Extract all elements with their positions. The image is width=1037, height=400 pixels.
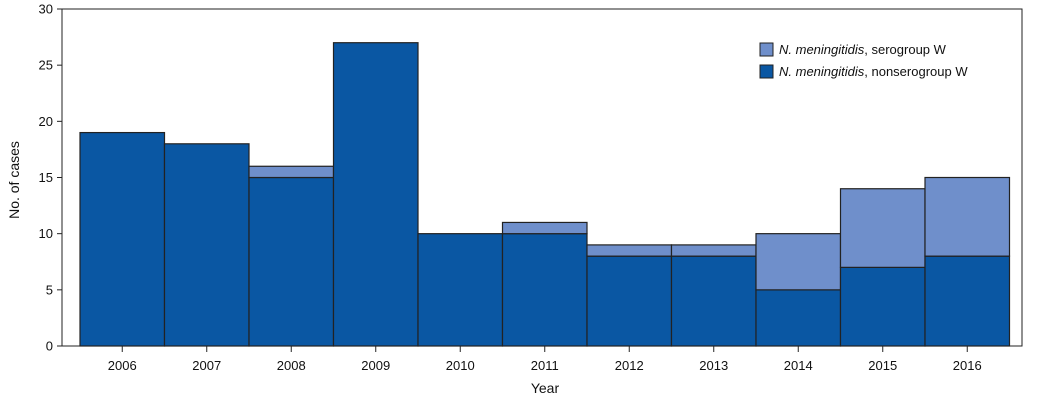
y-tick-label-10: 10	[39, 226, 53, 241]
x-tick-label-2006: 2006	[108, 358, 137, 373]
x-axis-title: Year	[531, 380, 560, 396]
x-tick-label-2013: 2013	[699, 358, 728, 373]
x-axis: 2006 2007 2008 2009 2010 2011 2012 2013 2014 2015…	[108, 346, 982, 373]
y-tick-label-20: 20	[39, 114, 53, 129]
x-tick-label-2008: 2008	[277, 358, 306, 373]
legend-item-nonserogroup-w: N. meningitidis, nonserogroup W	[759, 64, 968, 79]
bar-serogroup-w-2011	[501, 221, 588, 235]
bars-group	[79, 42, 1011, 347]
bar-nonserogroup-w-2007	[163, 143, 250, 347]
y-tick-label-15: 15	[39, 170, 53, 185]
x-tick-label-2007: 2007	[192, 358, 221, 373]
bar-nonserogroup-w-2006	[79, 131, 166, 347]
bar-serogroup-w-2013	[670, 244, 757, 257]
x-tick-label-2016: 2016	[953, 358, 982, 373]
bar-serogroup-w-2016	[924, 176, 1011, 257]
y-axis: 0 5 10 15 20 25 30	[39, 2, 62, 354]
x-tick-label-2015: 2015	[868, 358, 897, 373]
x-tick-label-2009: 2009	[361, 358, 390, 373]
x-tick-label-2014: 2014	[784, 358, 813, 373]
y-tick-label-25: 25	[39, 58, 53, 73]
x-tick-label-2012: 2012	[615, 358, 644, 373]
x-tick-label-2010: 2010	[446, 358, 475, 373]
bar-nonserogroup-w-2013	[670, 255, 757, 347]
bar-nonserogroup-w-2010	[417, 233, 504, 347]
y-axis-title: No. of cases	[6, 141, 22, 219]
y-tick-label-30: 30	[39, 2, 53, 17]
bar-nonserogroup-w-2008	[248, 176, 335, 347]
bar-serogroup-w-2012	[586, 244, 673, 257]
legend-label-nonserogroup-w: N. meningitidis, nonserogroup W	[779, 64, 968, 79]
bar-nonserogroup-w-2009	[332, 42, 419, 347]
legend: N. meningitidis, serogroup W N. meningit…	[759, 42, 968, 79]
plot-frame	[61, 8, 1023, 347]
bar-nonserogroup-w-2016	[924, 255, 1011, 347]
bar-serogroup-w-2015	[839, 188, 926, 268]
legend-swatch-nonserogroup-w	[759, 64, 774, 79]
bar-nonserogroup-w-2011	[501, 233, 588, 347]
x-tick-label-2011: 2011	[531, 358, 559, 373]
legend-swatch-serogroup-w	[759, 42, 774, 57]
bar-nonserogroup-w-2014	[755, 289, 842, 347]
y-tick-label-0: 0	[46, 339, 53, 354]
legend-item-serogroup-w: N. meningitidis, serogroup W	[759, 42, 947, 57]
y-tick-label-5: 5	[46, 282, 53, 297]
bar-serogroup-w-2014	[755, 233, 842, 291]
legend-label-serogroup-w: N. meningitidis, serogroup W	[779, 42, 947, 57]
bar-nonserogroup-w-2012	[586, 255, 673, 347]
bar-nonserogroup-w-2015	[839, 266, 926, 347]
bar-serogroup-w-2008	[248, 165, 335, 179]
